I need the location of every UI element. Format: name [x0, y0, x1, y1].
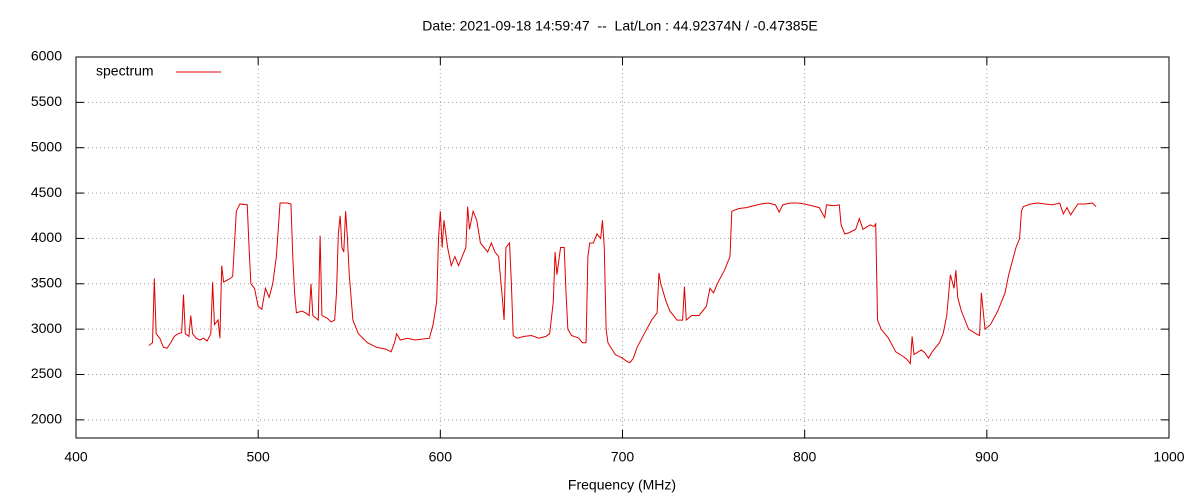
y-tick-label: 3500: [31, 274, 62, 290]
y-tick-label: 4000: [31, 229, 62, 245]
y-tick-label: 2500: [31, 365, 62, 381]
y-tick-label: 5000: [31, 138, 62, 154]
y-tick-label: 5500: [31, 93, 62, 109]
x-axis-label: Frequency (MHz): [568, 477, 676, 493]
x-tick-label: 400: [64, 449, 88, 465]
plot-frame: [75, 56, 1170, 439]
x-tick-label: 1000: [1153, 449, 1184, 465]
y-tick-label: 4500: [31, 184, 62, 200]
y-tick-label: 3000: [31, 320, 62, 336]
spectrum-line: [148, 202, 1097, 365]
x-tick-label: 600: [429, 449, 453, 465]
chart-title: Date: 2021-09-18 14:59:47 -- Lat/Lon : 4…: [422, 18, 817, 34]
y-tick-label: 6000: [31, 48, 62, 64]
x-tick-label: 700: [611, 449, 635, 465]
y-tick-label: 2000: [31, 411, 62, 427]
x-tick-label: 500: [246, 449, 270, 465]
legend-label: spectrum: [96, 63, 154, 79]
x-tick-label: 800: [793, 449, 817, 465]
x-tick-label: 900: [975, 449, 999, 465]
